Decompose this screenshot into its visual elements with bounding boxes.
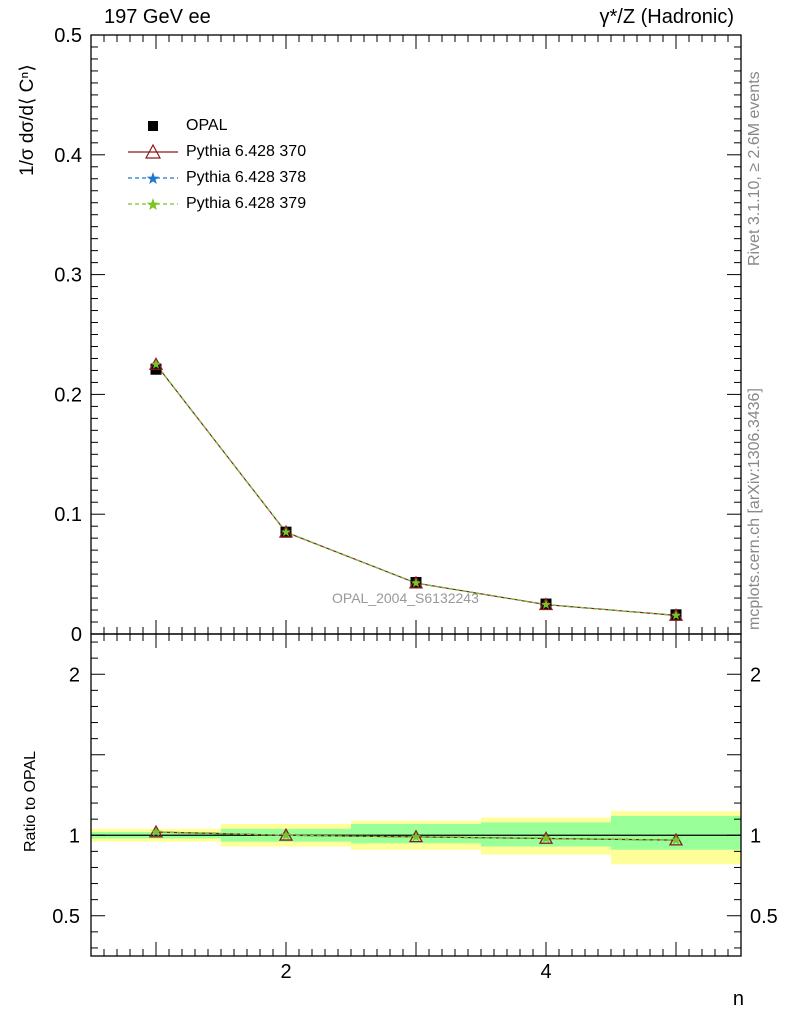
- mc-marker: [541, 599, 551, 609]
- rivet-label: Rivet 3.1.10, ≥ 2.6M events: [746, 71, 763, 266]
- mc-marker: [671, 610, 681, 620]
- mcplots-label: mcplots.cern.ch [arXiv:1306.3436]: [746, 388, 763, 630]
- ratio-y-tick-label-left: 1: [69, 825, 80, 847]
- legend-marker-pythia-370: [128, 143, 178, 159]
- legend-label-pythia-379: Pythia 6.428 379: [186, 195, 307, 212]
- main-y-tick-label: 0.3: [54, 265, 82, 287]
- ratio-y-tick-label-right: 2: [750, 664, 761, 686]
- main-y-tick-label: 0.2: [54, 384, 82, 406]
- ratio-y-tick-label-left: 2: [69, 664, 80, 686]
- legend-entry-opal: OPAL: [128, 113, 306, 139]
- legend-entry-pythia-379: Pythia 6.428 379: [128, 191, 306, 217]
- ratio-y-axis-label: Ratio to OPAL: [22, 750, 39, 852]
- x-tick-label: 2: [280, 961, 291, 983]
- analysis-watermark: OPAL_2004_S6132243: [332, 590, 479, 606]
- ratio-marker: [151, 827, 161, 837]
- mc-marker: [281, 527, 291, 537]
- legend-label-pythia-378: Pythia 6.428 378: [186, 169, 307, 186]
- ratio-marker: [541, 833, 551, 843]
- main-y-tick-label: 0.4: [54, 145, 82, 167]
- energy-label: 197 GeV ee: [104, 6, 211, 28]
- x-axis-label: n: [732, 988, 744, 1010]
- ratio-frame: [90, 633, 742, 957]
- mc-marker: [411, 578, 421, 588]
- ratio-y-tick-label-right: 1: [750, 825, 761, 847]
- legend-label-opal: OPAL: [186, 117, 228, 134]
- legend-label-pythia-370: Pythia 6.428 370: [186, 143, 307, 160]
- legend: OPAL Pythia 6.428 370 Pythia 6.428 378 P…: [128, 113, 306, 217]
- ratio-marker: [411, 831, 421, 841]
- legend-marker-opal: [148, 121, 158, 131]
- legend-entry-pythia-370: Pythia 6.428 370: [128, 139, 306, 165]
- main-y-tick-label: 0.5: [54, 25, 82, 47]
- x-tick-label: 4: [540, 961, 551, 983]
- ratio-marker: [281, 830, 291, 840]
- process-label: γ*/Z (Hadronic): [599, 6, 734, 28]
- legend-marker-pythia-378: [128, 172, 178, 184]
- ratio-y-tick-label-left: 0.5: [52, 906, 80, 928]
- ratio-marker: [671, 835, 681, 845]
- legend-marker-pythia-379: [128, 198, 178, 210]
- main-y-tick-label: 0: [71, 624, 82, 646]
- ratio-y-tick-label-right: 0.5: [750, 906, 778, 928]
- main-y-tick-label: 0.1: [54, 504, 82, 526]
- legend-entry-pythia-378: Pythia 6.428 378: [128, 165, 306, 191]
- mc-marker: [151, 359, 161, 369]
- main-y-axis-label: 1/σ dσ/d⟨ Cⁿ⟩: [17, 64, 38, 176]
